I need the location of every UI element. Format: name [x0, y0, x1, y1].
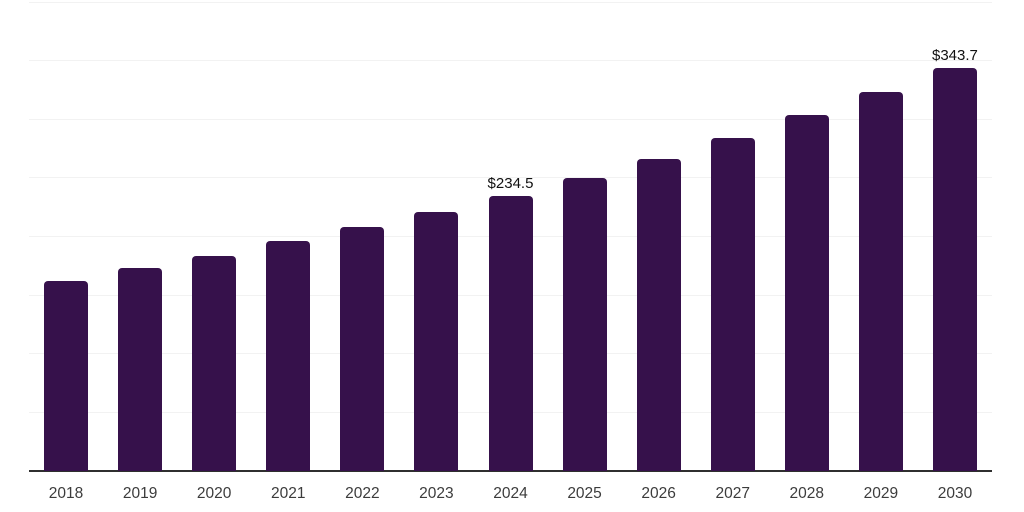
x-tick-2020: 2020	[196, 485, 232, 502]
gridline-300	[29, 118, 992, 120]
x-tick-2026: 2026	[641, 485, 676, 502]
bar-2021	[266, 241, 311, 471]
bar-2025	[562, 177, 607, 471]
data-label-2024: $234.5	[487, 175, 534, 193]
x-tick-2030: 2030	[937, 485, 973, 502]
bar-2019	[118, 268, 163, 471]
x-tick-2022: 2022	[345, 485, 380, 502]
bar-2028	[784, 114, 829, 471]
x-tick-2028: 2028	[789, 485, 825, 502]
bar-2024	[488, 196, 533, 471]
bar-2020	[192, 255, 237, 471]
data-label-2030: $343.7	[932, 47, 978, 64]
bar-2030	[932, 68, 977, 471]
bar-2027	[710, 137, 755, 471]
bar-2029	[858, 91, 903, 471]
x-tick-2019: 2019	[122, 485, 158, 502]
x-tick-2029: 2029	[863, 485, 899, 502]
gridline-400	[29, 1, 992, 3]
bar-2026	[636, 159, 681, 471]
x-tick-2018: 2018	[48, 485, 84, 502]
x-tick-2021: 2021	[271, 485, 306, 502]
gridline-250	[29, 177, 992, 179]
x-tick-2027: 2027	[715, 485, 750, 502]
bar-2018	[44, 280, 89, 471]
bar-2022	[340, 227, 385, 471]
bar-2023	[414, 212, 459, 471]
gridline-350	[29, 60, 992, 62]
x-tick-2023: 2023	[419, 485, 454, 502]
x-tick-2025: 2025	[567, 485, 602, 502]
x-tick-2024: 2024	[493, 485, 528, 502]
